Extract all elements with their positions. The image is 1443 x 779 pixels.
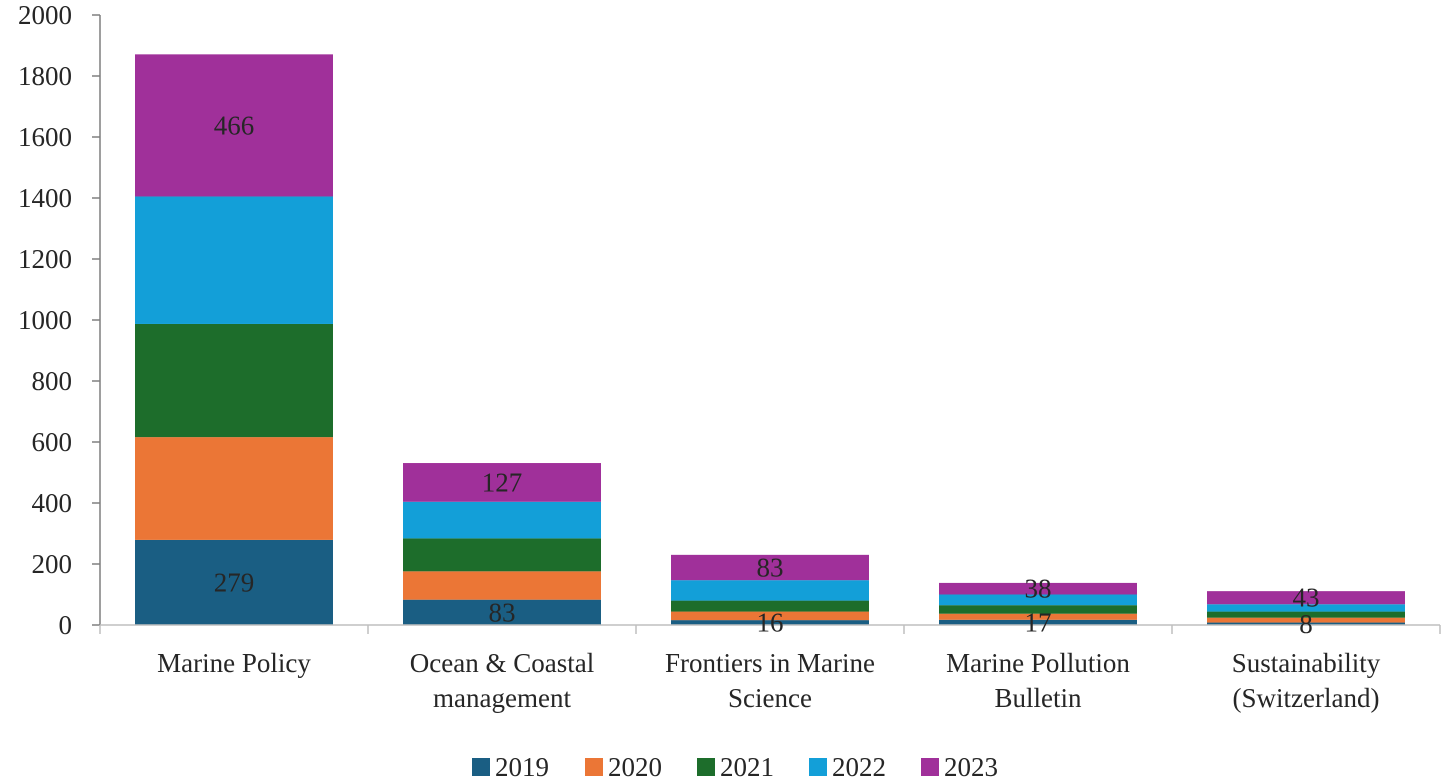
category-label: Frontiers in Marine — [665, 648, 875, 678]
category-labels: Marine Policy Ocean & Coastal management Fr… — [157, 648, 1381, 713]
bar-segment-2020 — [403, 571, 601, 600]
bars — [135, 54, 1405, 625]
bar-segment-2022 — [135, 196, 333, 324]
data-label: 43 — [1293, 583, 1320, 613]
category-label: management — [433, 683, 571, 713]
y-tick-label: 1000 — [18, 305, 72, 335]
data-label: 83 — [489, 597, 516, 627]
y-tick-label: 600 — [32, 427, 73, 457]
legend-swatch-2020 — [585, 758, 603, 776]
data-label: 38 — [1025, 574, 1052, 604]
bar-segment-2020 — [135, 437, 333, 540]
legend-label: 2021 — [720, 752, 774, 779]
bar-segment-2021 — [671, 600, 869, 612]
y-tick-label: 2000 — [18, 0, 72, 30]
bar-segment-2022 — [939, 594, 1137, 606]
category-label: Science — [728, 683, 812, 713]
category-label: Marine Pollution — [946, 648, 1130, 678]
y-tick-label: 1600 — [18, 122, 72, 152]
data-label: 83 — [757, 553, 784, 583]
category-label: Marine Policy — [157, 648, 311, 678]
bar-segment-2021 — [1207, 611, 1405, 618]
bar-segment-2020 — [939, 613, 1137, 620]
data-label: 8 — [1299, 609, 1313, 639]
bar-segment-2022 — [671, 580, 869, 601]
y-axis-ticks: 0 200 400 600 800 1000 1200 1400 1600 1800 2000 — [18, 0, 100, 640]
legend-swatch-2023 — [921, 758, 939, 776]
bar-segment-2023 — [135, 54, 333, 197]
bar-segment-2023 — [1207, 591, 1405, 605]
data-label: 17 — [1025, 607, 1052, 637]
bar-segment-2019 — [939, 619, 1137, 625]
data-label: 16 — [757, 608, 784, 638]
bar-segment-2021 — [135, 323, 333, 438]
legend-swatch-2022 — [809, 758, 827, 776]
y-tick-label: 400 — [32, 488, 73, 518]
bar-segment-2019 — [403, 599, 601, 625]
y-tick-label: 1800 — [18, 61, 72, 91]
bar-segment-2022 — [1207, 604, 1405, 612]
bar-segment-2023 — [671, 554, 869, 581]
category-label: Sustainability — [1232, 648, 1381, 678]
data-label: 127 — [482, 467, 523, 497]
y-tick-label: 800 — [32, 366, 73, 396]
bar-segment-2023 — [403, 463, 601, 502]
bar-segment-2019 — [671, 620, 869, 625]
y-tick-label: 0 — [59, 610, 73, 640]
category-label: Ocean & Coastal — [410, 648, 594, 678]
legend-label: 2022 — [832, 752, 886, 779]
bar-segment-2021 — [403, 538, 601, 572]
category-label: Bulletin — [995, 683, 1082, 713]
y-tick-label: 1200 — [18, 244, 72, 274]
bar-segment-2020 — [671, 611, 869, 621]
bar-segment-2021 — [939, 605, 1137, 614]
legend: 2019 2020 2021 2022 2023 — [472, 752, 998, 779]
y-tick-label: 1400 — [18, 183, 72, 213]
data-label: 466 — [214, 110, 255, 140]
bar-segment-2019 — [1207, 622, 1405, 625]
bar-segment-2019 — [135, 539, 333, 625]
legend-swatch-2021 — [697, 758, 715, 776]
bar-segment-2023 — [939, 582, 1137, 595]
axes — [99, 15, 1441, 634]
legend-label: 2023 — [944, 752, 998, 779]
data-label: 279 — [214, 567, 255, 597]
bar-segment-2022 — [403, 501, 601, 539]
bar-segment-2020 — [1207, 617, 1405, 623]
legend-swatch-2019 — [472, 758, 490, 776]
y-tick-label: 200 — [32, 549, 73, 579]
legend-label: 2020 — [608, 752, 662, 779]
legend-label: 2019 — [495, 752, 549, 779]
category-label: (Switzerland) — [1233, 683, 1380, 713]
